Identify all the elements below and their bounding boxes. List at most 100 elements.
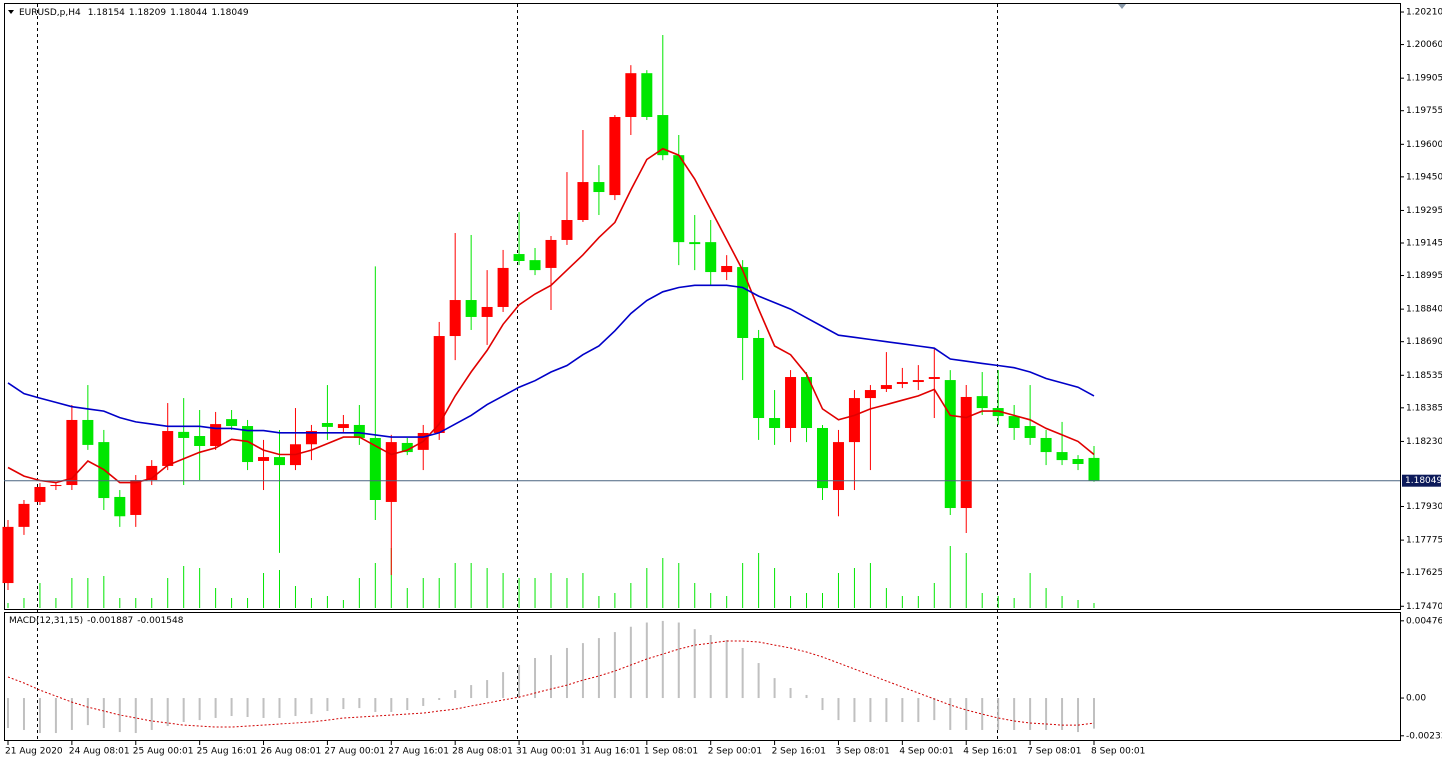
macd-bar <box>486 680 489 699</box>
candle-body <box>817 427 828 489</box>
x-tick-label: 26 Aug 08:01 <box>261 747 322 757</box>
macd-title: MACD(12,31,15) <box>9 616 83 626</box>
macd-bar <box>102 698 105 729</box>
x-tick-label: 3 Sep 08:01 <box>835 747 889 757</box>
macd-bar <box>789 687 792 699</box>
candle-body <box>210 424 222 446</box>
macd-bar <box>677 622 680 699</box>
x-tick-label: 2 Sep 16:01 <box>772 747 826 757</box>
candle-body <box>753 337 765 419</box>
candle-body <box>593 182 605 193</box>
macd-bar <box>853 698 856 723</box>
candle-body <box>976 396 988 409</box>
y-tick-label: 1.19600 <box>1406 140 1442 150</box>
y-tick-label: 0.00 <box>1406 694 1426 704</box>
y-tick-label: 1.17930 <box>1406 502 1442 512</box>
macd-bar <box>182 698 185 723</box>
y-tick-label: 1.19295 <box>1406 206 1442 216</box>
y-tick-label: 1.19905 <box>1406 74 1442 84</box>
candle-body <box>912 380 924 383</box>
macd-bar <box>310 698 313 715</box>
y-tick-label: 1.18385 <box>1406 403 1442 413</box>
candle-body <box>130 480 142 515</box>
candle-body <box>896 382 908 384</box>
macd-bar <box>709 635 712 699</box>
macd-bar <box>725 640 728 699</box>
macd-bar <box>645 622 648 699</box>
chart-header: EURUSD,p,H4 1.18154 1.18209 1.18044 1.18049 <box>19 8 249 18</box>
shift-marker <box>1118 4 1126 9</box>
candle-body <box>689 242 701 245</box>
x-tick-label: 27 Aug 00:01 <box>324 747 385 757</box>
macd-bar <box>278 698 281 718</box>
candle-body <box>1024 426 1036 438</box>
macd-bar <box>262 698 265 718</box>
macd-bar <box>1077 698 1080 733</box>
candle-body <box>561 220 573 240</box>
macd-bar <box>565 647 568 699</box>
x-tick-label: 4 Sep 16:01 <box>963 747 1017 757</box>
macd-bar <box>326 698 329 711</box>
bid-label: 1.18049 <box>1405 476 1442 486</box>
macd-bar <box>917 698 920 723</box>
candle-body <box>305 431 317 445</box>
x-tick-label: 24 Aug 08:01 <box>69 747 130 757</box>
candle-body <box>545 239 557 268</box>
macd-bar <box>54 698 57 734</box>
candle-body <box>114 496 126 517</box>
macd-bar <box>869 698 872 723</box>
macd-bar <box>150 698 153 730</box>
macd-bar <box>134 698 137 734</box>
candle-body <box>146 465 158 481</box>
macd-bar <box>118 698 121 733</box>
candle-body <box>848 398 860 443</box>
candle-body <box>449 300 461 337</box>
bid-label-box <box>1402 474 1441 487</box>
candle-body <box>944 380 956 509</box>
macd-bar <box>1045 698 1048 730</box>
candle-body <box>609 116 621 196</box>
signal-line <box>7 640 1095 728</box>
candle-body <box>369 437 381 500</box>
macd-bar <box>965 698 968 730</box>
candle-body <box>625 73 637 117</box>
x-tick-label: 4 Sep 00:01 <box>899 747 953 757</box>
macd-bar <box>821 698 824 711</box>
macd-panel <box>4 612 1401 741</box>
macd-bar <box>581 643 584 699</box>
macd-bar <box>214 698 217 718</box>
candle-body <box>242 426 254 463</box>
macd-bar <box>613 632 616 699</box>
macd-bar <box>358 698 361 709</box>
macd-bar <box>246 698 249 717</box>
candle-body <box>50 485 62 487</box>
header-open: 1.18154 <box>88 8 125 18</box>
macd-bar <box>422 698 425 706</box>
macd-bar <box>38 698 41 734</box>
y-tick-label: 1.17470 <box>1406 602 1442 612</box>
macd-bar <box>406 698 409 711</box>
moving-average <box>7 284 1095 438</box>
candle-body <box>992 408 1004 417</box>
menu-triangle <box>8 10 14 14</box>
macd-bar <box>534 658 537 699</box>
macd-bar <box>1093 698 1095 729</box>
candle-body <box>337 424 349 428</box>
candle-body <box>737 267 749 338</box>
macd-bar <box>805 694 808 699</box>
candle-body <box>321 423 333 427</box>
macd-bar <box>22 698 25 730</box>
macd-bar <box>741 647 744 699</box>
macd-bar <box>981 698 984 730</box>
candle-body <box>657 115 669 156</box>
x-tick-label: 21 Aug 2020 <box>5 747 63 757</box>
y-tick-label: 0.004766 <box>1406 616 1442 626</box>
candle-body <box>1040 437 1052 453</box>
y-tick-label: 1.17625 <box>1406 568 1442 578</box>
candle-body <box>18 503 30 527</box>
macd-bar <box>438 698 441 700</box>
candle-body <box>1072 459 1084 464</box>
macd-value: -0.001887 <box>87 616 133 626</box>
x-tick-label: 7 Sep 08:01 <box>1027 747 1081 757</box>
